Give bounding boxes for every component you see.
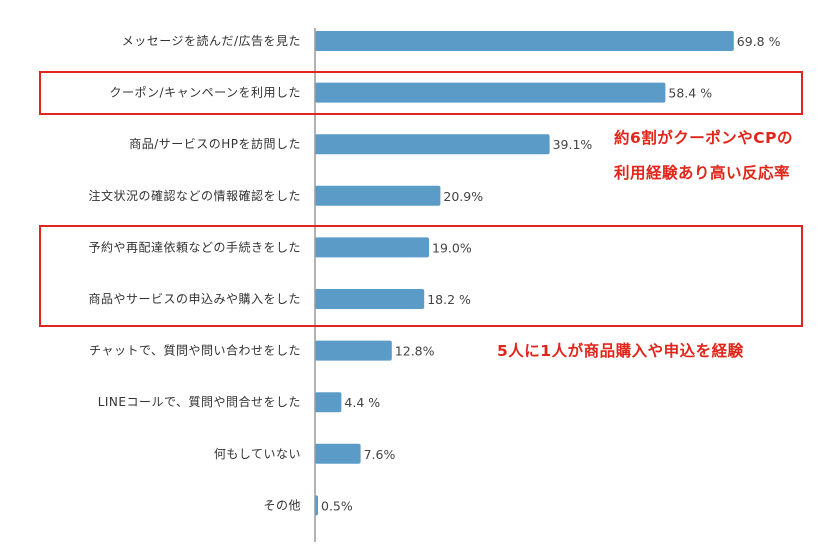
- bar: [315, 289, 425, 309]
- coupon-annotation-line1: 約6割がクーポンやCPの: [614, 128, 793, 147]
- value-label: 12.8%: [395, 344, 435, 359]
- coupon-annotation-line2: 利用経験あり高い反応率: [614, 163, 790, 182]
- category-label: チャットで、質問や問い合わせをした: [89, 343, 301, 358]
- bar: [315, 185, 441, 206]
- bar: [315, 443, 361, 464]
- bar: [315, 237, 429, 258]
- value-label: 58.4 %: [668, 86, 712, 101]
- category-label: 予約や再配達依頼などの手続きをした: [88, 239, 301, 254]
- bars: [315, 31, 734, 516]
- category-label: クーポン/キャンペーンを利用した: [110, 86, 301, 100]
- category-label: 商品やサービスの申込みや購入をした: [88, 291, 301, 306]
- value-label: 69.8 %: [737, 34, 781, 49]
- category-label: メッセージを読んだ/広告を見た: [122, 33, 301, 48]
- category-label: その他: [263, 498, 301, 512]
- value-label: 20.9%: [443, 189, 483, 204]
- bar: [315, 82, 666, 103]
- bar: [315, 392, 342, 413]
- value-label: 0.5%: [321, 498, 353, 513]
- value-label: 7.6%: [364, 447, 396, 462]
- category-label: 商品/サービスのHPを訪問した: [129, 136, 301, 151]
- category-label: 注文状況の確認などの情報確認をした: [88, 188, 301, 203]
- category-labels: メッセージを読んだ/広告を見たクーポン/キャンペーンを利用した商品/サービスのH…: [88, 33, 301, 512]
- purchase-highlight-box: [39, 225, 803, 327]
- category-label: 何もしていない: [214, 447, 301, 461]
- value-label: 4.4 %: [344, 395, 380, 410]
- value-labels: 69.8 % 58.4 % 39.1% 20.9% 19.0% 18.2 % 12.8% 4.…: [321, 34, 781, 513]
- bar: [315, 340, 392, 361]
- coupon-highlight-box: [39, 71, 803, 115]
- purchase-annotation: 5人に1人が商品購入や申込を経験: [497, 341, 744, 360]
- value-label: 19.0%: [432, 240, 472, 255]
- value-label: 39.1%: [553, 137, 593, 152]
- bar: [315, 134, 550, 155]
- category-label: LINEコールで、質問や問合せをした: [98, 394, 301, 409]
- value-label: 18.2 %: [427, 292, 471, 307]
- bar: [315, 31, 734, 51]
